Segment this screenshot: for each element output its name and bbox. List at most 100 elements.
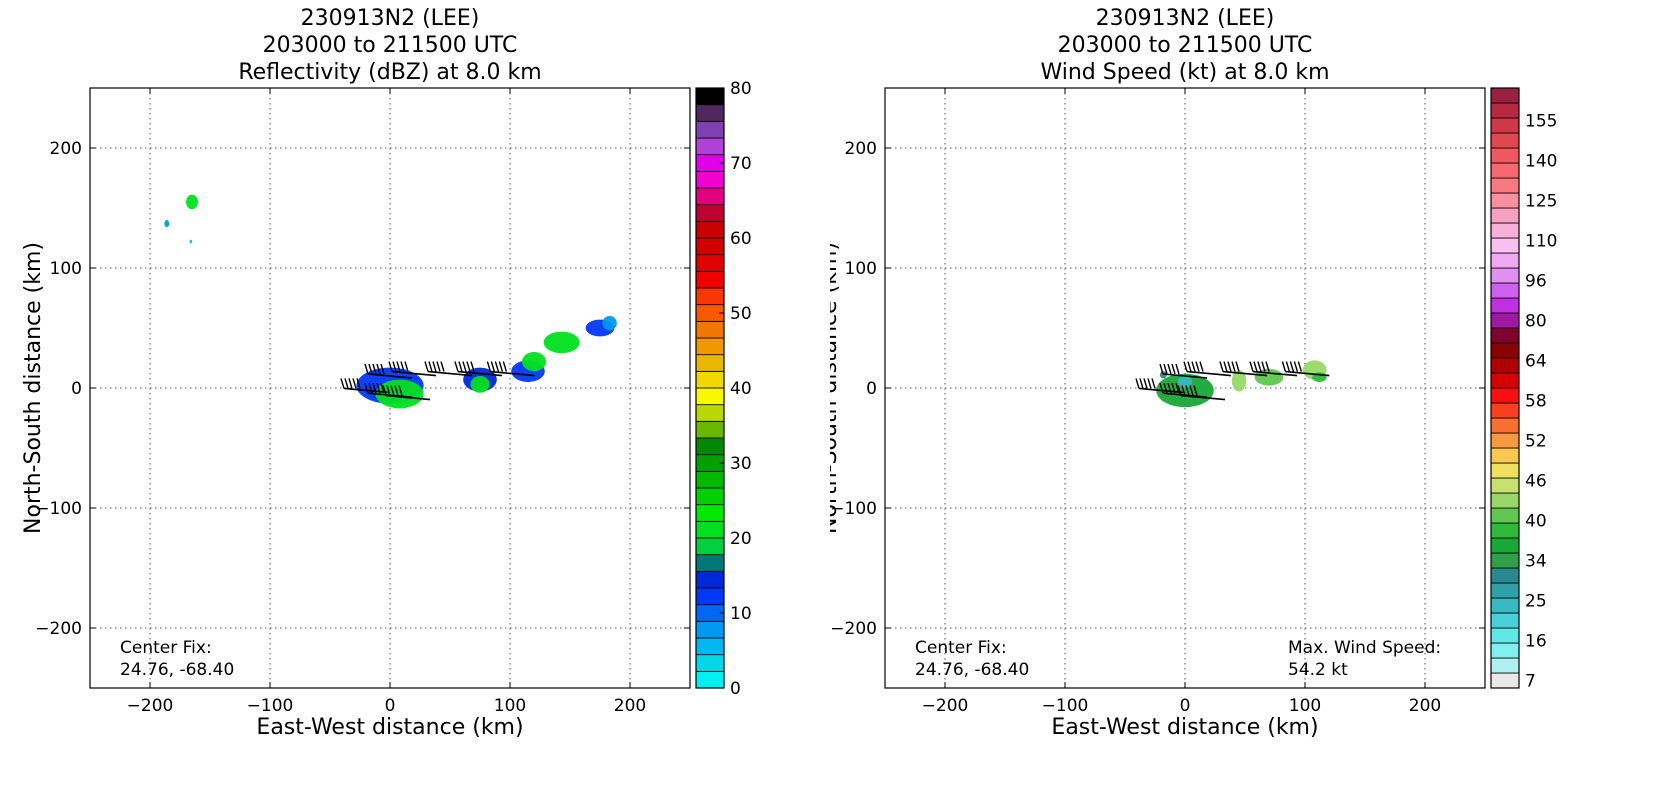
wind-barb-flag (490, 361, 496, 372)
colorbar-cell (695, 504, 725, 522)
wind-barb-flag (1281, 361, 1287, 372)
data-region (186, 194, 198, 210)
colorbar-cell (1490, 87, 1520, 104)
wind-barb-flag (364, 363, 369, 375)
colorbar-tick-label: 110 (1525, 232, 1557, 252)
wind-barb-flag (398, 385, 403, 396)
wind-barb-flag (1285, 361, 1291, 372)
colorbar-cell (1490, 207, 1520, 224)
y-tick-label: 200 (845, 139, 877, 159)
colorbar-cell (695, 270, 725, 289)
x-tick-label: −200 (127, 696, 174, 716)
wind-barb-shaft (427, 370, 473, 377)
wind-barb-flag (1163, 382, 1168, 394)
colorbar-cell (695, 520, 725, 539)
colorbar-cell (1490, 447, 1520, 464)
colorbar-cell (1490, 117, 1520, 134)
colorbar-cell (695, 254, 725, 272)
wind-barb-shaft (385, 394, 431, 401)
wind-barb-flag (1167, 382, 1172, 394)
colorbar-cell (695, 137, 725, 156)
colorbar-tick-label: 96 (1525, 272, 1547, 292)
colorbar-tick-label: 64 (1525, 352, 1547, 372)
reflectivity-chart: −200 −100 0 100 200−200−1000100200East-West … (21, 79, 752, 740)
wind-barb-flag (1231, 361, 1236, 372)
y-tick-label: −200 (830, 619, 877, 639)
wind-barb-flag (364, 382, 369, 394)
x-tick-label: 200 (614, 696, 646, 716)
wind-speed-chart: −200 −100 0 100 200 −200 −100 0 100 200 East-West … (830, 87, 1557, 740)
x-tick-label: 0 (1180, 696, 1191, 716)
center-fix-label: Center Fix: (120, 638, 212, 658)
colorbar-cell (695, 187, 725, 206)
wind-barb-flag (1223, 361, 1228, 372)
reflectivity-panel: 230913N2 (LEE) 203000 to 211500 UTC Refl… (21, 6, 752, 740)
wind-barb-flag (376, 363, 381, 375)
wind-barb (1281, 361, 1330, 377)
wind-barb-shaft (343, 387, 389, 394)
colorbar-cell (1490, 657, 1520, 674)
colorbar-cell (695, 654, 725, 672)
wind-barb-flag (1171, 363, 1176, 375)
data-region (470, 376, 490, 393)
colorbar-tick-label: 52 (1525, 432, 1547, 452)
wind-barb-flag (372, 382, 377, 394)
wind-barb-flag (1189, 385, 1194, 396)
wind-barb-flag (494, 361, 500, 372)
center-fix-value: 24.76, -68.40 (120, 660, 234, 680)
wind-barb-flag (1249, 361, 1254, 372)
wind-barb-flag (1193, 385, 1198, 396)
colorbar-cell (695, 287, 725, 306)
wind-barb-flag (368, 382, 373, 394)
colorbar-cell (1490, 267, 1520, 284)
colorbar-cell (695, 337, 725, 356)
y-tick-label: 100 (845, 259, 877, 279)
colorbar-cell (1490, 612, 1520, 629)
wind-barb-flag (356, 378, 361, 389)
wind-barb-flag (1175, 382, 1180, 394)
colorbar-cell (1490, 582, 1520, 599)
wind-barb-flag (400, 361, 405, 372)
wind-barb-flag (1257, 361, 1262, 372)
wind-barb-flag (454, 361, 459, 372)
wind-barb-flag (470, 361, 475, 372)
wind-barb-flag (1293, 361, 1299, 372)
wind-barb-flag (486, 361, 492, 372)
colorbar-cell (695, 437, 725, 456)
wind-barb-flag (436, 361, 441, 372)
colorbar-cell (1490, 357, 1520, 374)
colorbar-cell (1490, 102, 1520, 119)
wind-barb-flag (392, 361, 397, 372)
wind-barb (1135, 378, 1184, 394)
wind-barb-flag (466, 361, 471, 372)
wind-barb-flag (380, 363, 385, 375)
colorbar-cell (695, 320, 725, 339)
colorbar-cell (695, 170, 725, 189)
colorbar-tick-label: 30 (730, 454, 752, 474)
wind-barb-flag (1191, 361, 1196, 372)
wind-barb-flag (1185, 385, 1190, 396)
wind-barb-flag (348, 378, 353, 389)
wind-barb-flag (1167, 363, 1172, 375)
wind-barb-flag (1147, 378, 1152, 389)
data-region (189, 239, 192, 244)
chart-title-line-1: 230913N2 (LEE) (300, 6, 480, 31)
colorbar-cell (1490, 162, 1520, 179)
colorbar-cell (1490, 672, 1520, 689)
wind-barb-flag (1289, 361, 1295, 372)
wind-barb-shaft (391, 370, 437, 377)
wind-barb-shaft (1162, 373, 1208, 379)
colorbar-cell (695, 87, 725, 106)
wind-barb-flag (502, 361, 508, 372)
colorbar-cell (695, 404, 725, 422)
wind-barb-shaft (1138, 387, 1184, 394)
colorbar-tick-label: 40 (730, 379, 752, 399)
wind-barb-flag (462, 361, 467, 372)
wind-barb-flag (404, 361, 409, 372)
colorbar-cell (695, 420, 725, 439)
wind-barb-flag (390, 385, 395, 396)
colorbar-cell (1490, 477, 1520, 494)
chart-title-line-2: 203000 to 211500 UTC (262, 33, 518, 58)
wind-barb-flag (1187, 361, 1192, 372)
wind-barb-flag (1163, 363, 1168, 375)
